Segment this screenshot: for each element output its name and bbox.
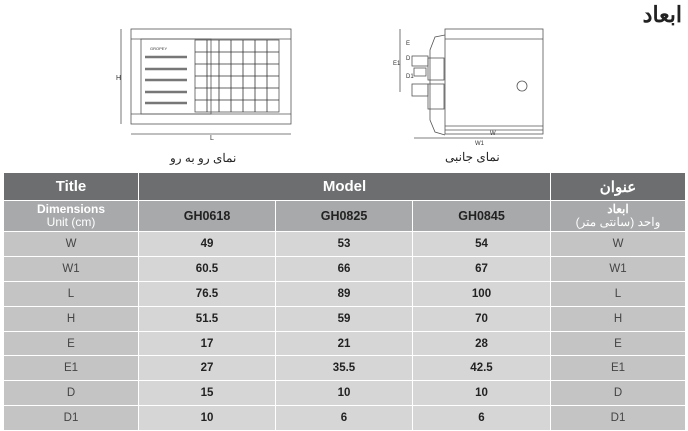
row-label: D [3,380,139,407]
row-value: 10 [138,405,276,431]
row-label-fa: L [550,280,686,307]
model-header: Model [138,172,551,201]
row-value: 70 [412,305,551,332]
dimensions-table: Title Model عنوان Dimensions Unit (cm) GH… [3,172,686,431]
table-row: H 51.5 59 70 H [3,305,686,332]
row-label: W [3,231,139,257]
table-row: W 49 53 54 W [3,231,686,257]
side-view-caption: نمای جانبی [445,150,500,164]
row-value: 6 [412,405,551,431]
row-value: 53 [275,231,413,257]
row-label-fa: E [550,330,686,357]
l-label: L [210,135,214,142]
row-value: 35.5 [275,355,413,382]
table-header-row: Title Model عنوان [3,172,686,201]
row-value: 15 [138,380,276,407]
e-label: E [406,41,410,47]
model-1: GH0825 [275,200,413,232]
row-value: 10 [412,380,551,407]
unit-fa: واحد (سانتی متر) [575,215,661,229]
row-value: 67 [412,255,551,282]
table-subheader-row: Dimensions Unit (cm) GH0618 GH0825 GH0845… [3,200,686,232]
table-row: L 76.5 89 100 L [3,280,686,307]
table-row: E 17 21 28 E [3,330,686,357]
brand-logo: GROPEY [150,46,167,51]
d-label: D [406,56,411,62]
row-value: 27 [138,355,276,382]
row-value: 51.5 [138,305,276,332]
row-value: 59 [275,305,413,332]
dimensions-fa: ابعاد [607,202,629,216]
row-label-fa: W [550,231,686,257]
e1-label: E1 [393,61,401,67]
front-view-drawing: H L GROPEY [116,28,292,142]
row-label: D1 [3,405,139,431]
w1-label: W1 [475,141,485,147]
row-label-fa: D1 [550,405,686,431]
dimensions-en: Dimensions [36,202,105,216]
model-2: GH0845 [412,200,551,232]
h-label: H [116,75,121,82]
d1-label: D1 [406,74,414,80]
table-row: D 15 10 10 D [3,380,686,407]
side-view-drawing: E E1 D D1 W W1 [393,28,544,147]
row-value: 76.5 [138,280,276,307]
row-label-fa: E1 [550,355,686,382]
row-value: 60.5 [138,255,276,282]
row-value: 10 [275,380,413,407]
row-value: 42.5 [412,355,551,382]
title-en-header: Title [3,172,139,201]
row-label-fa: H [550,305,686,332]
row-label: E [3,330,139,357]
unit-en: Unit (cm) [46,215,96,229]
row-label: E1 [3,355,139,382]
row-value: 28 [412,330,551,357]
table-row: D1 10 6 6 D1 [3,405,686,431]
row-value: 89 [275,280,413,307]
dimensions-en-cell: Dimensions Unit (cm) [3,200,139,232]
title-fa-header: عنوان [550,172,686,201]
row-value: 49 [138,231,276,257]
row-label: L [3,280,139,307]
row-label: W1 [3,255,139,282]
row-value: 54 [412,231,551,257]
row-label: H [3,305,139,332]
model-0: GH0618 [138,200,276,232]
row-value: 21 [275,330,413,357]
front-view-caption: نمای رو به رو [170,151,237,165]
row-label-fa: W1 [550,255,686,282]
dimensions-fa-cell: ابعاد واحد (سانتی متر) [550,200,686,232]
row-value: 66 [275,255,413,282]
row-value: 17 [138,330,276,357]
table-row: E1 27 35.5 42.5 E1 [3,355,686,382]
table-row: W1 60.5 66 67 W1 [3,255,686,282]
page-title: ابعاد [642,2,682,27]
row-value: 6 [275,405,413,431]
row-label-fa: D [550,380,686,407]
row-value: 100 [412,280,551,307]
w-label: W [490,131,496,137]
